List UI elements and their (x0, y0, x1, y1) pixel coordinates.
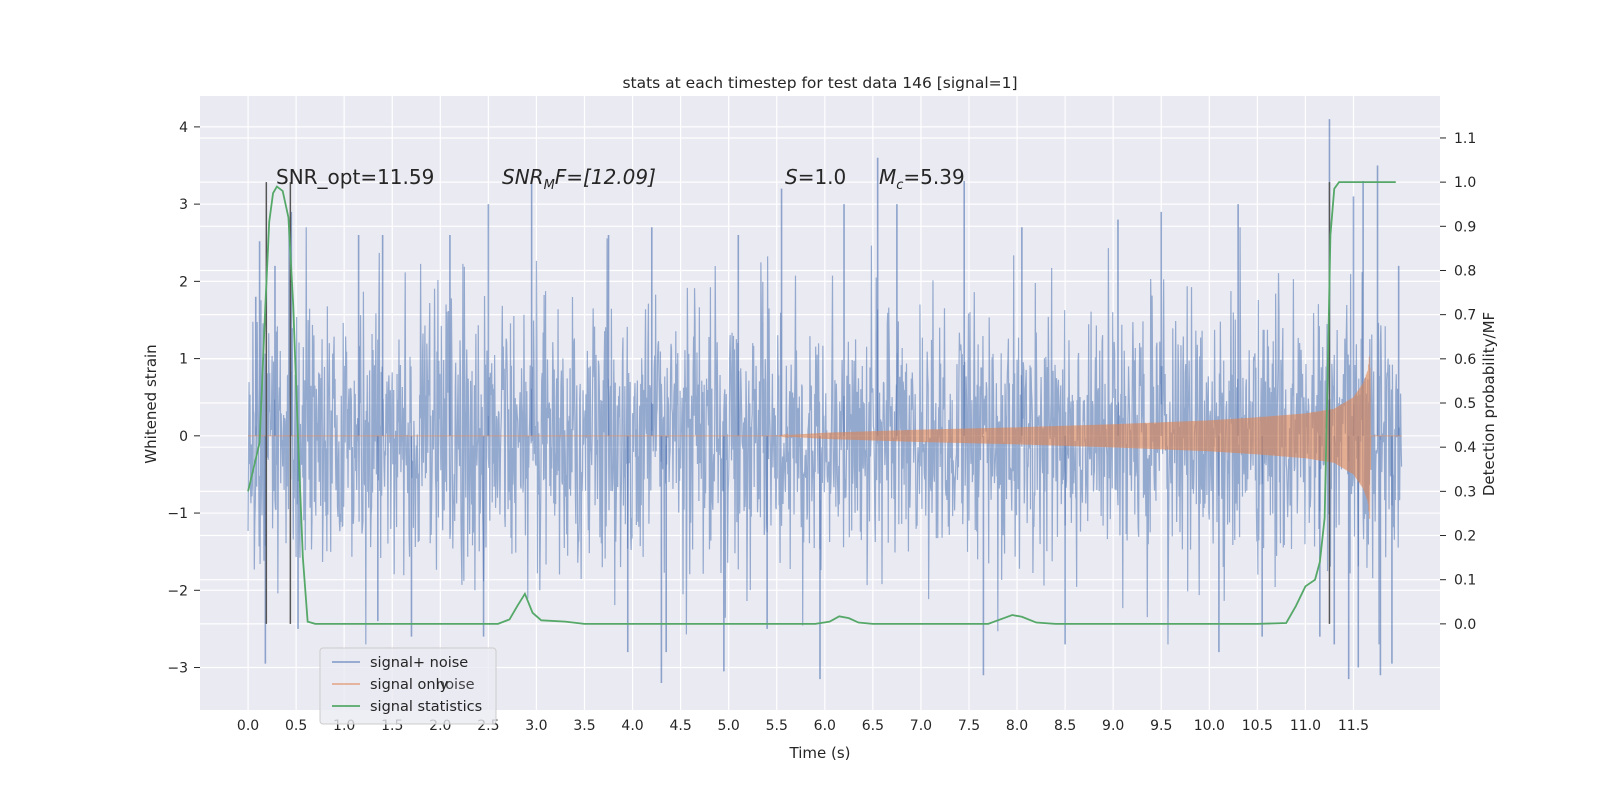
x-tick-label: 8.5 (1054, 718, 1076, 734)
right-y-tick-label: 1.0 (1454, 175, 1476, 191)
right-y-tick-label: 0.6 (1454, 352, 1476, 368)
right-y-tick-label: 0.8 (1454, 263, 1476, 279)
x-tick-label: 3.5 (573, 718, 595, 734)
x-tick-label: 7.0 (910, 718, 932, 734)
y-tick-label: 3 (179, 197, 188, 213)
right-y-tick-label: 0.9 (1454, 219, 1476, 235)
annotation-snr-mf-sub: M (544, 178, 555, 193)
x-axis-ticks: 0.0 0.5 1.0 1.5 2.0 2.5 3.0 3.5 4.0 4.5 5.0 5.5 6.0 6… (237, 718, 1369, 734)
right-y-tick-label: 0.3 (1454, 484, 1476, 500)
annotation-snr-mf-rest: F=[12.09] (555, 165, 656, 189)
right-y-axis-label: Detection probability/MF (1480, 312, 1498, 496)
annotation-snr-mf-base: SNR (502, 165, 544, 189)
y-tick-label: 0 (179, 429, 188, 445)
chart-title: stats at each timestep for test data 146… (622, 74, 1017, 92)
x-tick-label: 10.0 (1194, 718, 1225, 734)
y-tick-label: 1 (179, 352, 188, 368)
legend-ghost-text: noise (436, 677, 475, 693)
x-tick-label: 4.5 (669, 718, 691, 734)
right-y-tick-label: 0.7 (1454, 308, 1476, 324)
noise-series-layer (247, 119, 1403, 683)
x-axis-label: Time (s) (789, 744, 851, 762)
x-tick-label: 6.0 (814, 718, 836, 734)
annotation-mc-var: M (879, 165, 896, 189)
right-y-tick-label: 0.2 (1454, 529, 1476, 545)
x-tick-label: 9.5 (1150, 718, 1172, 734)
x-tick-label: 0.5 (285, 718, 307, 734)
annotation-s-rest: =1.0 (798, 165, 847, 189)
x-tick-label: 11.5 (1338, 718, 1369, 734)
annotation-s: S=1.0 (785, 165, 846, 189)
annotation-mc-sub: c (896, 178, 903, 193)
annotation-snr-mf: SNRMF=[12.09] (502, 165, 656, 193)
right-y-tick-label: 0.0 (1454, 617, 1476, 633)
y-tick-label: −1 (167, 506, 188, 522)
y-tick-label: 2 (179, 274, 188, 290)
legend-label-stats: signal statistics (370, 699, 482, 715)
signal-series-layer (248, 356, 1402, 519)
legend-box (319, 647, 497, 725)
stats-series-line (247, 181, 1396, 625)
annotation-mc: Mc=5.39 (879, 165, 965, 193)
y-axis-label: Whitened strain (142, 344, 160, 463)
right-y-tick-label: 0.5 (1454, 396, 1476, 412)
y-tick-label: −2 (167, 583, 188, 599)
x-tick-label: 0.0 (237, 718, 259, 734)
y-tick-label: −3 (167, 661, 188, 677)
annotation-s-var: S (785, 165, 798, 189)
x-tick-label: 3.0 (525, 718, 547, 734)
x-tick-label: 11.0 (1290, 718, 1321, 734)
x-tick-label: 5.5 (766, 718, 788, 734)
left-y-axis-ticks: −3 −2 −1 0 1 2 3 4 (167, 120, 200, 677)
legend: signal+ noise noise signal only signal s… (319, 647, 497, 725)
right-y-tick-label: 0.4 (1454, 440, 1476, 456)
x-tick-label: 10.5 (1242, 718, 1273, 734)
legend-label-noise: signal+ noise (370, 655, 468, 671)
stats-series-layer (247, 181, 1396, 625)
legend-label-signal: signal only (370, 677, 449, 693)
x-tick-label: 5.0 (718, 718, 740, 734)
x-tick-label: 7.5 (958, 718, 980, 734)
right-y-axis-ticks: 0.0 0.1 0.2 0.3 0.4 0.5 0.6 0.7 0.8 0.9 1.0 1.1 (1440, 131, 1476, 633)
right-y-tick-label: 1.1 (1454, 131, 1476, 147)
x-tick-label: 9.0 (1102, 718, 1124, 734)
x-tick-label: 4.0 (621, 718, 643, 734)
x-tick-label: 8.0 (1006, 718, 1028, 734)
annotation-snr-opt: SNR_opt=11.59 (276, 165, 434, 189)
x-tick-label: 6.5 (862, 718, 884, 734)
annotation-mc-rest: =5.39 (903, 165, 964, 189)
right-y-tick-label: 0.1 (1454, 573, 1476, 589)
y-tick-label: 4 (179, 120, 188, 136)
signal-series-line (248, 356, 1402, 519)
